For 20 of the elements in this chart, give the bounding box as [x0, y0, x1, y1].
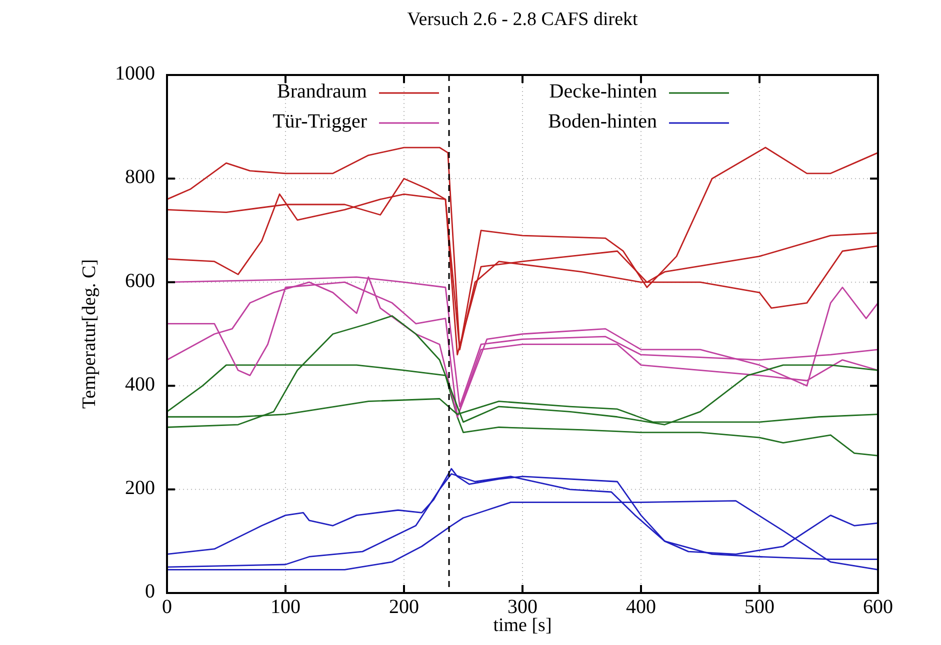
y-tick-label: 800: [125, 166, 155, 188]
legend-label: Brandraum: [277, 80, 368, 103]
x-tick-label: 200: [389, 596, 419, 618]
x-tick-label: 0: [162, 596, 172, 618]
x-tick-label: 500: [744, 596, 774, 618]
y-axis-title: Temperatur[deg. C]: [79, 259, 100, 409]
y-tick-label: 400: [125, 373, 155, 396]
x-axis-title: time [s]: [493, 615, 552, 636]
y-tick-label: 600: [125, 270, 155, 292]
legend-label: Boden-hinten: [548, 110, 657, 133]
x-tick-label: 400: [626, 596, 656, 618]
x-tick-label: 600: [863, 596, 893, 618]
y-tick-label: 0: [145, 580, 155, 603]
legend-label: Tür-Trigger: [272, 110, 368, 133]
legend-label: Decke-hinten: [549, 80, 657, 103]
y-tick-label: 1000: [115, 62, 155, 85]
y-tick-label: 200: [125, 476, 155, 499]
x-tick-label: 100: [270, 596, 300, 618]
x-tick-label: 300: [508, 596, 538, 618]
chart-title: Versuch 2.6 - 2.8 CAFS direkt: [407, 9, 639, 30]
